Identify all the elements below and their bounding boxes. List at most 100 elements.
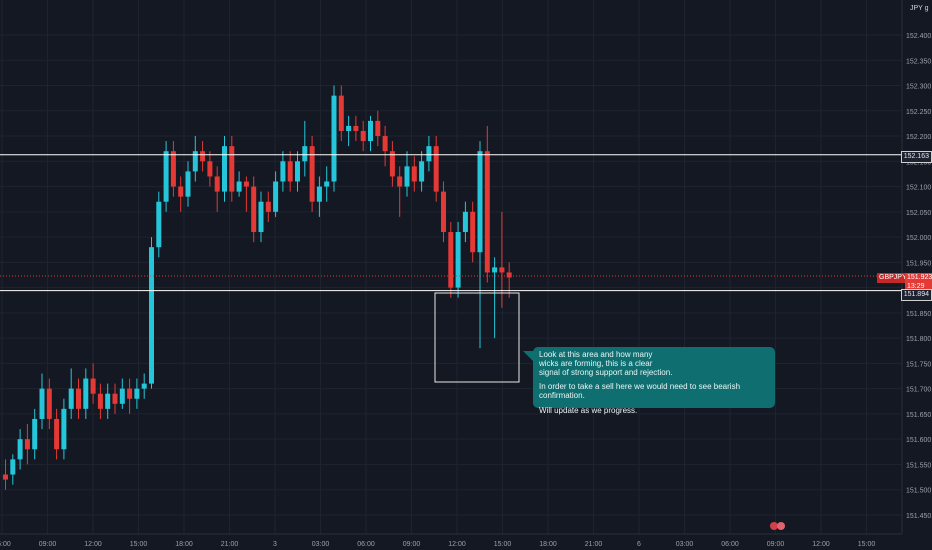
- candle-body: [353, 125, 359, 131]
- candle: [258, 191, 264, 243]
- time-tick-label: 3: [273, 541, 277, 548]
- candle-body: [280, 161, 286, 182]
- candle-body: [192, 151, 198, 172]
- price-tick-label: 152.100: [906, 185, 931, 192]
- candle: [222, 136, 227, 202]
- candle-body: [236, 181, 242, 192]
- candle: [265, 191, 271, 222]
- wick-highlight-box[interactable]: [434, 292, 520, 383]
- candle: [90, 363, 96, 404]
- price-tick-label: 151.800: [906, 336, 931, 343]
- annotation-line1: Look at this area and how many: [539, 350, 653, 359]
- annotation-callout[interactable]: Look at this area and how many wicks are…: [523, 347, 775, 415]
- candle-body: [163, 151, 169, 202]
- candle: [17, 429, 23, 470]
- candle-body: [338, 95, 344, 131]
- time-tick-label: 18:00: [539, 541, 557, 548]
- time-tick-label: 21:00: [585, 541, 603, 548]
- level-label-upper: 152.163: [900, 151, 932, 163]
- horizontal-levels: [0, 154, 902, 292]
- candle: [178, 176, 184, 212]
- candle-body: [178, 186, 184, 197]
- candle-body: [185, 171, 191, 197]
- candle: [448, 221, 454, 298]
- candle-body: [426, 146, 432, 162]
- candle: [112, 383, 118, 414]
- annotation-line3: signal of strong support and rejection.: [539, 368, 673, 377]
- candle-body: [287, 161, 293, 182]
- candle-body: [273, 181, 279, 212]
- candles-layer: [3, 85, 512, 490]
- candle: [68, 368, 74, 419]
- candle: [163, 141, 169, 212]
- price-tick-label: 151.450: [906, 513, 931, 520]
- candle: [426, 136, 432, 172]
- candle-body: [433, 146, 439, 192]
- candle-body: [360, 130, 366, 142]
- candle-body: [10, 459, 16, 475]
- candle: [76, 378, 81, 419]
- candle: [368, 115, 373, 152]
- price-tick-label: 151.600: [906, 437, 931, 444]
- candle-body: [32, 418, 38, 450]
- price-tick-label: 151.750: [906, 361, 931, 368]
- candle: [24, 424, 30, 465]
- candle: [236, 171, 242, 197]
- candle: [149, 237, 154, 389]
- candle-body: [207, 161, 213, 177]
- candle-body: [455, 232, 461, 288]
- price-tick-label: 152.200: [906, 134, 931, 141]
- candle-body: [54, 418, 60, 450]
- candle: [484, 125, 490, 283]
- time-tick-label: 21:00: [221, 541, 239, 548]
- symbol-header: JPY g: [910, 5, 929, 12]
- candle: [462, 201, 468, 243]
- candle: [192, 136, 198, 182]
- candle-body: [156, 201, 162, 248]
- candle-body: [105, 393, 111, 409]
- candle: [411, 156, 417, 192]
- callout-pointer: [523, 351, 533, 361]
- time-tick-label: 15:00: [858, 541, 876, 548]
- event-icons[interactable]: [770, 522, 785, 530]
- candle-body: [462, 211, 468, 233]
- candle: [360, 120, 366, 152]
- time-tick-label: 06:00: [0, 541, 11, 548]
- candle: [83, 368, 89, 419]
- candle-body: [68, 388, 74, 409]
- candle: [127, 378, 133, 414]
- candle-body: [24, 439, 30, 450]
- candle: [295, 151, 300, 192]
- candle: [119, 378, 125, 409]
- time-tick-label: 12:00: [448, 541, 466, 548]
- price-axis: 152.400 152.350 152.300 152.250 152.200 152.1…: [906, 33, 931, 520]
- candle-body: [316, 186, 322, 202]
- candle-body: [90, 378, 96, 394]
- time-tick-label: 09:00: [767, 541, 785, 548]
- time-tick-label: 15:00: [130, 541, 148, 548]
- candle-body: [411, 166, 417, 182]
- time-tick-label: 09:00: [403, 541, 421, 548]
- candle: [170, 141, 176, 197]
- candle-body: [324, 181, 330, 187]
- current-symbol: GBPJPY: [877, 273, 907, 283]
- candle-body: [112, 393, 118, 404]
- candle-body: [134, 388, 140, 399]
- price-tick-label: 152.250: [906, 109, 931, 116]
- price-tick-label: 151.850: [906, 311, 931, 318]
- price-tick-label: 151.650: [906, 412, 931, 419]
- time-tick-label: 03:00: [312, 541, 330, 548]
- candle: [302, 120, 308, 177]
- price-tick-label: 151.550: [906, 462, 931, 469]
- candle: [455, 221, 461, 298]
- candle: [105, 383, 111, 419]
- time-tick-label: 06:00: [357, 541, 375, 548]
- candle: [346, 115, 352, 147]
- candle-body: [243, 181, 249, 187]
- time-tick-label: 6: [637, 541, 641, 548]
- price-tick-label: 152.300: [906, 84, 931, 91]
- candle: [404, 151, 410, 197]
- time-tick-label: 12:00: [84, 541, 102, 548]
- candle-body: [170, 151, 176, 187]
